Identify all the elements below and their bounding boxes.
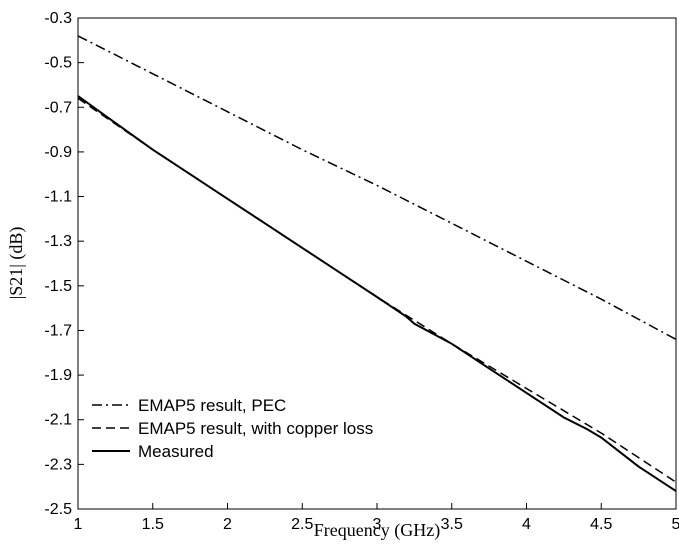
series-line-2 (77, 95, 677, 492)
x-tick-label: 5 (672, 516, 679, 533)
x-axis: 1 1.5 2 2.5 3 3.5 4 4.5 5 (74, 503, 679, 533)
series-line-0 (77, 35, 677, 341)
y-tick-label: -0.3 (44, 10, 72, 27)
legend-label-1: EMAP5 result, with copper loss (138, 419, 373, 438)
x-tick-label: 2.5 (291, 516, 313, 533)
x-axis-title: Frequency (GHz) (314, 520, 440, 541)
x-tick-label: 4 (522, 516, 531, 533)
x-tick-label: 3 (373, 516, 382, 533)
series-lines (77, 35, 677, 492)
y-tick-label: -2.1 (44, 412, 72, 429)
y-tick-label: -2.5 (44, 501, 72, 518)
x-tick-label: 2 (223, 516, 232, 533)
legend-label-2: Measured (138, 442, 214, 461)
y-tick-label: -1.1 (44, 189, 72, 206)
legend-label-0: EMAP5 result, PEC (138, 396, 286, 415)
legend: EMAP5 result, PEC EMAP5 result, with copp… (92, 396, 373, 461)
y-tick-label: -1.3 (44, 233, 72, 250)
x-tick-label: 4.5 (590, 516, 612, 533)
x-tick-label: 3.5 (441, 516, 463, 533)
x-tick-label: 1.5 (142, 516, 164, 533)
y-tick-label: -1.5 (44, 278, 72, 295)
y-axis-title: |S21| (dB) (6, 227, 27, 300)
y-tick-label: -1.9 (44, 367, 72, 384)
x-tick-label: 1 (74, 516, 83, 533)
y-tick-label: -0.5 (44, 55, 72, 72)
y-tick-label: -1.7 (44, 322, 72, 339)
y-tick-label: -2.3 (44, 456, 72, 473)
y-tick-label: -0.9 (44, 144, 72, 161)
y-tick-label: -0.7 (44, 99, 72, 116)
y-axis: -2.5 -2.3 -2.1 -1.9 -1.7 -1.5 -1.3 -1.1 -0.9 -0.7… (44, 10, 84, 518)
